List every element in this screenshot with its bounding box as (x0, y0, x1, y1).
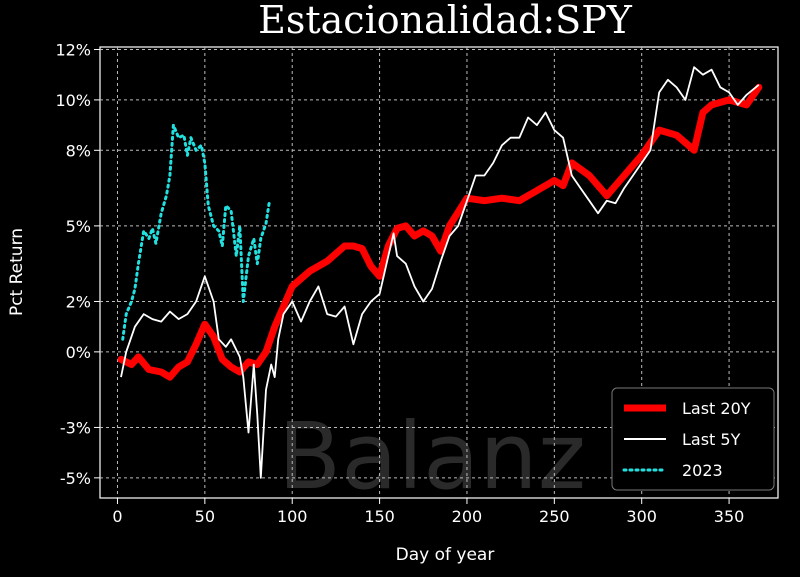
y-tick-label: 5% (66, 217, 91, 236)
legend-label-last-5y: Last 5Y (682, 430, 741, 449)
x-axis-ticks: 0 50 100 150 200 250 300 350 (112, 498, 744, 526)
x-axis-label: Day of year (396, 545, 495, 565)
x-tick-label: 350 (714, 507, 745, 526)
x-tick-label: 150 (364, 507, 395, 526)
y-tick-label: 2% (66, 292, 91, 311)
series-layer (117, 66, 763, 479)
x-tick-label: 0 (112, 507, 122, 526)
series-line-last-5y (120, 66, 760, 479)
y-tick-label: 12% (55, 41, 91, 60)
legend-box (611, 387, 775, 491)
series-line-2023 (121, 123, 271, 341)
watermark: Balanz (278, 403, 586, 510)
legend-label-2023: 2023 (682, 461, 723, 480)
x-tick-label: 200 (452, 507, 483, 526)
plot-frame (99, 46, 779, 499)
y-tick-label: -5% (60, 469, 91, 488)
y-tick-label: 10% (55, 91, 91, 110)
y-tick-label: 0% (66, 343, 91, 362)
y-tick-label: 8% (66, 141, 91, 160)
chart-title: Estacionalidad:SPY (258, 0, 633, 42)
x-tick-label: 100 (277, 507, 308, 526)
y-axis-label: Pct Return (7, 228, 27, 316)
y-tick-label: -3% (60, 418, 91, 437)
legend-label-last-20y: Last 20Y (682, 399, 751, 418)
x-tick-label: 250 (539, 507, 570, 526)
x-tick-label: 300 (626, 507, 657, 526)
legend: Last 20Y Last 5Y 2023 (611, 387, 775, 491)
x-tick-label: 50 (195, 507, 215, 526)
y-axis-ticks: 12% 10% 8% 5% 2% 0% -3% -5% (55, 41, 100, 488)
